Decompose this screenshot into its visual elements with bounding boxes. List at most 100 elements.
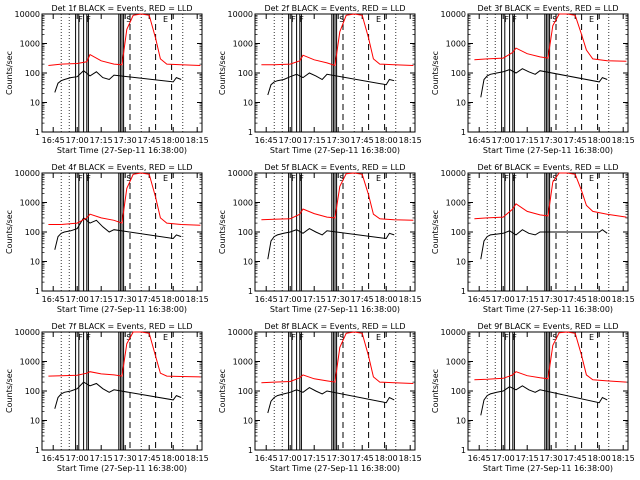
x-tick-label: 17:15	[303, 295, 326, 304]
x-tick-label: 18:00	[162, 295, 185, 304]
x-tick-label: 17:30	[114, 136, 137, 145]
y-tick-label: 10	[243, 417, 253, 426]
event-marker-label: F	[78, 333, 83, 342]
y-tick-label: 1	[461, 128, 466, 137]
events-series-line	[480, 68, 608, 98]
event-marker-label: E	[163, 333, 168, 342]
x-tick-label: 17:45	[351, 295, 374, 304]
y-axis-label: Counts/sec	[5, 210, 14, 254]
y-tick-label: 10	[243, 99, 253, 108]
y-tick-label: 10	[243, 258, 253, 267]
x-tick-label: 17:45	[351, 454, 374, 463]
y-axis-label: Counts/sec	[5, 369, 14, 413]
events-series-line	[267, 228, 395, 260]
event-marker-label: S	[552, 333, 557, 342]
x-tick-label: 17:45	[564, 295, 587, 304]
y-axis-label: Counts/sec	[5, 51, 14, 95]
panel-title: Det 8f BLACK = Events, RED = LLD	[264, 322, 405, 331]
lld-series-line	[48, 331, 201, 378]
x-tick-label: 17:45	[138, 454, 161, 463]
x-tick-label: 18:00	[162, 136, 185, 145]
x-tick-label: 16:45	[42, 295, 65, 304]
event-marker-label: F	[78, 174, 83, 183]
x-tick-label: 18:00	[588, 454, 611, 463]
event-marker-label: F	[86, 174, 91, 183]
x-axis-label: Start Time (27-Sep-11 16:38:00)	[270, 464, 400, 473]
lld-series-line	[261, 13, 414, 67]
y-tick-label: 10000	[441, 169, 466, 178]
x-tick-label: 17:15	[516, 295, 539, 304]
y-tick-label: 10	[30, 258, 40, 267]
event-marker-label: F	[78, 15, 83, 24]
panel-title: Det 3f BLACK = Events, RED = LLD	[477, 4, 618, 13]
event-marker-label: F	[504, 15, 509, 24]
event-marker-label: S	[339, 15, 344, 24]
panel-title: Det 2f BLACK = Events, RED = LLD	[264, 4, 405, 13]
x-tick-label: 17:45	[138, 295, 161, 304]
y-tick-label: 100	[238, 387, 253, 396]
y-tick-label: 1000	[233, 199, 253, 208]
x-tick-label: 17:30	[114, 454, 137, 463]
x-tick-label: 16:45	[42, 136, 65, 145]
x-tick-label: 17:15	[90, 136, 113, 145]
y-tick-label: 1000	[20, 199, 40, 208]
panel-title: Det 5f BLACK = Events, RED = LLD	[264, 163, 405, 172]
y-axis-label: Counts/sec	[431, 210, 440, 254]
events-series-line	[480, 385, 608, 416]
lld-series-line	[474, 172, 627, 220]
x-tick-label: 17:00	[492, 136, 515, 145]
y-tick-label: 100	[238, 228, 253, 237]
event-marker-label: E	[589, 174, 594, 183]
lld-series-line	[474, 331, 627, 383]
event-marker-label: E	[589, 333, 594, 342]
event-marker-label: E	[376, 15, 381, 24]
x-tick-label: 18:15	[399, 295, 422, 304]
y-tick-label: 100	[238, 69, 253, 78]
y-tick-label: 100	[25, 228, 40, 237]
y-tick-label: 10000	[15, 10, 40, 19]
event-marker-label: F	[86, 15, 91, 24]
x-axis-label: Start Time (27-Sep-11 16:38:00)	[483, 305, 613, 314]
panel-title: Det 1f BLACK = Events, RED = LLD	[51, 4, 192, 13]
y-tick-label: 1000	[233, 40, 253, 49]
x-tick-label: 17:00	[492, 454, 515, 463]
event-marker-label: S	[126, 333, 131, 342]
y-tick-label: 1	[35, 287, 40, 296]
x-tick-label: 18:00	[588, 295, 611, 304]
x-tick-label: 17:00	[66, 295, 89, 304]
lld-series-line	[48, 172, 201, 226]
x-tick-label: 17:45	[564, 454, 587, 463]
y-tick-label: 1000	[446, 40, 466, 49]
y-tick-label: 10	[30, 417, 40, 426]
y-tick-label: 10000	[15, 328, 40, 337]
events-series-line	[480, 229, 608, 260]
y-tick-label: 10000	[228, 328, 253, 337]
event-marker-label: F	[291, 333, 296, 342]
lld-series-line	[48, 13, 201, 66]
x-tick-label: 17:45	[138, 136, 161, 145]
x-tick-label: 17:00	[279, 136, 302, 145]
event-marker-label: F	[299, 333, 304, 342]
y-tick-label: 1	[461, 287, 466, 296]
y-tick-label: 1000	[20, 358, 40, 367]
y-tick-label: 100	[451, 69, 466, 78]
x-axis-label: Start Time (27-Sep-11 16:38:00)	[57, 464, 187, 473]
event-marker-label: F	[504, 333, 509, 342]
x-tick-label: 18:15	[612, 454, 635, 463]
event-marker-label: F	[504, 174, 509, 183]
x-tick-label: 17:30	[327, 136, 350, 145]
x-axis-label: Start Time (27-Sep-11 16:38:00)	[270, 146, 400, 155]
y-tick-label: 10	[456, 417, 466, 426]
events-series-line	[54, 381, 182, 409]
panel-title: Det 4f BLACK = Events, RED = LLD	[51, 163, 192, 172]
x-tick-label: 16:45	[468, 454, 491, 463]
y-axis-label: Counts/sec	[431, 51, 440, 95]
panel-title: Det 6f BLACK = Events, RED = LLD	[477, 163, 618, 172]
x-tick-label: 18:15	[399, 454, 422, 463]
